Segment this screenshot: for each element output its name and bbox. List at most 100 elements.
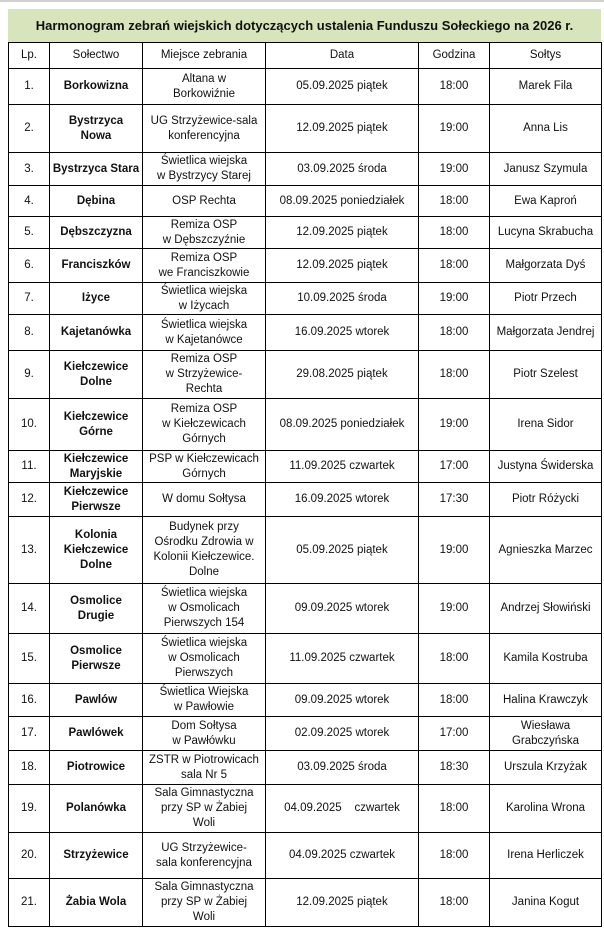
cell-lp: 6. — [8, 248, 50, 283]
cell-miejsce: Remiza OSP w Kiełczewicach Górnych — [142, 398, 266, 451]
cell-solectwo: Pawlów — [49, 683, 143, 717]
cell-godzina: 19:00 — [418, 152, 490, 186]
table-row: 6. Franciszków Remiza OSP we Franciszkowie… — [8, 248, 602, 283]
cell-godzina: 18:00 — [418, 784, 490, 833]
cell-solectwo: Kiełczewice Dolne — [49, 350, 143, 399]
cell-solectwo: Kajetanówka — [49, 314, 143, 351]
table-row: 17. Pawlówek Dom Sołtysa w Pawłówku 02.09.2… — [8, 716, 602, 751]
cell-data: 12.09.2025 piątek — [265, 878, 419, 927]
cell-soltys: Wiesława Grabczyńska — [489, 716, 602, 751]
cell-miejsce: Remiza OSP w Dębszczyźnie — [142, 216, 266, 249]
cell-lp: 5. — [8, 216, 50, 249]
cell-solectwo: Kiełczewice Górne — [49, 398, 143, 451]
cell-lp: 10. — [8, 398, 50, 451]
cell-data: 11.09.2025 czwartek — [265, 633, 419, 684]
column-header-miejsce: Miejsce zebrania — [142, 42, 266, 69]
table-row: 9. Kiełczewice Dolne Remiza OSP w Strzyżew… — [8, 350, 602, 399]
table-row: 16. Pawlów Świetlica Wiejska w Pawłowie 09.… — [8, 683, 602, 717]
cell-lp: 9. — [8, 350, 50, 399]
cell-godzina: 19:00 — [418, 398, 490, 451]
cell-data: 11.09.2025 czwartek — [265, 450, 419, 483]
column-header-data: Data — [265, 42, 419, 69]
cell-lp: 4. — [8, 185, 50, 217]
cell-data: 05.09.2025 piątek — [265, 68, 419, 105]
cell-miejsce: PSP w Kiełczewicach Górnych — [142, 450, 266, 483]
cell-godzina: 18:00 — [418, 350, 490, 399]
cell-lp: 21. — [8, 878, 50, 927]
cell-data: 03.09.2025 środa — [265, 750, 419, 785]
cell-soltys: Małgorzata Jendrej — [489, 314, 602, 351]
cell-solectwo: Borkowizna — [49, 68, 143, 105]
cell-solectwo: Franciszków — [49, 248, 143, 283]
schedule-table: Lp. Sołectwo Miejsce zebrania Data Godzi… — [8, 42, 602, 927]
table-row: 1. Borkowizna Altana w Borkowiźnie 05.09.20… — [8, 68, 602, 105]
cell-data: 03.09.2025 środa — [265, 152, 419, 186]
cell-soltys: Karolina Wrona — [489, 784, 602, 833]
cell-soltys: Halina Krawczyk — [489, 683, 602, 717]
cell-soltys: Piotr Szelest — [489, 350, 602, 399]
cell-godzina: 17:00 — [418, 450, 490, 483]
table-row: 2. Bystrzyca Nowa UG Strzyżewice-sala konf… — [8, 104, 602, 153]
cell-data: 09.09.2025 wtorek — [265, 583, 419, 634]
cell-lp: 17. — [8, 716, 50, 751]
table-row: 4. Dębina OSP Rechta 08.09.2025 poniedziałe… — [8, 185, 602, 217]
cell-miejsce: Świetlica wiejska w Kajetanówce — [142, 314, 266, 351]
column-header-lp: Lp. — [8, 42, 50, 69]
cell-lp: 8. — [8, 314, 50, 351]
cell-miejsce: Świetlica wiejska w Osmolicach Pierwszyc… — [142, 633, 266, 684]
cell-lp: 16. — [8, 683, 50, 717]
cell-data: 09.09.2025 wtorek — [265, 683, 419, 717]
column-header-solectwo: Sołectwo — [49, 42, 143, 69]
cell-godzina: 18:00 — [418, 68, 490, 105]
cell-godzina: 18:00 — [418, 633, 490, 684]
cell-godzina: 19:00 — [418, 282, 490, 315]
table-row: 7. Iżyce Świetlica wiejska w Iżycach 10.09.… — [8, 282, 602, 315]
cell-miejsce: Świetlica wiejska w Iżycach — [142, 282, 266, 315]
cell-miejsce: Remiza OSP we Franciszkowie — [142, 248, 266, 283]
cell-data: 08.09.2025 poniedziałek — [265, 398, 419, 451]
column-header-godzina: Godzina — [418, 42, 490, 69]
cell-miejsce: Świetlica Wiejska w Pawłowie — [142, 683, 266, 717]
table-row: 20. Strzyżewice UG Strzyżewice- sala konfe… — [8, 832, 602, 879]
cell-solectwo: Piotrowice — [49, 750, 143, 785]
cell-miejsce: Sala Gimnastyczna przy SP w Żabiej Woli — [142, 878, 266, 927]
cell-data: 04.09.2025 czwartek — [265, 832, 419, 879]
document-title: Harmonogram zebrań wiejskich dotyczących… — [8, 9, 601, 42]
cell-soltys: Piotr Różycki — [489, 482, 602, 517]
cell-data: 05.09.2025 piątek — [265, 516, 419, 584]
cell-solectwo: Osmolice Pierwsze — [49, 633, 143, 684]
table-row: 19. Polanówka Sala Gimnastyczna przy SP w … — [8, 784, 602, 833]
cell-miejsce: UG Strzyżewice-sala konferencyjna — [142, 104, 266, 153]
cell-godzina: 19:00 — [418, 583, 490, 634]
cell-solectwo: Kiełczewice Pierwsze — [49, 482, 143, 517]
cell-soltys: Irena Herliczek — [489, 832, 602, 879]
cell-soltys: Agnieszka Marzec — [489, 516, 602, 584]
cell-solectwo: Bystrzyca Nowa — [49, 104, 143, 153]
cell-godzina: 17:30 — [418, 482, 490, 517]
cell-data: 04.09.2025 czwartek — [265, 784, 419, 833]
cell-miejsce: Dom Sołtysa w Pawłówku — [142, 716, 266, 751]
top-divider — [0, 0, 604, 2]
cell-godzina: 18:00 — [418, 832, 490, 879]
cell-miejsce: W domu Sołtysa — [142, 482, 266, 517]
table-row: 10. Kiełczewice Górne Remiza OSP w Kiełcze… — [8, 398, 602, 451]
cell-data: 16.09.2025 wtorek — [265, 482, 419, 517]
cell-miejsce: Remiza OSP w Strzyżewice- Rechta — [142, 350, 266, 399]
cell-data: 12.09.2025 piątek — [265, 216, 419, 249]
cell-soltys: Małgorzata Dyś — [489, 248, 602, 283]
cell-solectwo: Strzyżewice — [49, 832, 143, 879]
cell-data: 10.09.2025 środa — [265, 282, 419, 315]
cell-solectwo: Polanówka — [49, 784, 143, 833]
cell-lp: 3. — [8, 152, 50, 186]
table-row: 8. Kajetanówka Świetlica wiejska w Kajetan… — [8, 314, 602, 351]
cell-solectwo: Iżyce — [49, 282, 143, 315]
cell-godzina: 17:00 — [418, 716, 490, 751]
cell-lp: 18. — [8, 750, 50, 785]
cell-godzina: 18:00 — [418, 248, 490, 283]
cell-lp: 19. — [8, 784, 50, 833]
header-row: Lp. Sołectwo Miejsce zebrania Data Godzi… — [8, 42, 602, 69]
table-row: 3. Bystrzyca Stara Świetlica wiejska w Bys… — [8, 152, 602, 186]
cell-lp: 14. — [8, 583, 50, 634]
cell-godzina: 19:00 — [418, 516, 490, 584]
table-row: 5. Dębszczyzna Remiza OSP w Dębszczyźnie 12… — [8, 216, 602, 249]
